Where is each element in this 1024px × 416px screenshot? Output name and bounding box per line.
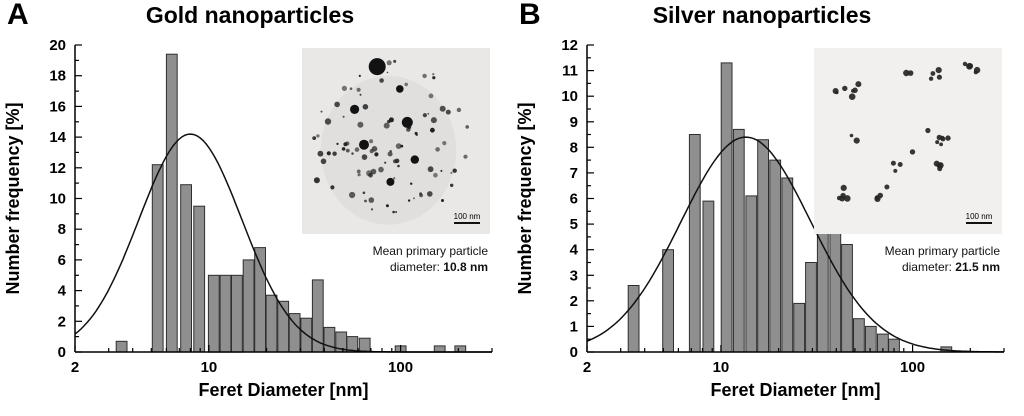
tick-marks: [74, 44, 493, 353]
svg-text:16: 16: [49, 98, 66, 115]
svg-text:4: 4: [570, 242, 579, 259]
panel-a-gold: A Gold nanoparticles 2 10 100 0 2 4 6 8 10 12 14 16…: [3, 0, 493, 400]
svg-text:2: 2: [570, 293, 578, 310]
scalebar-label: 100 nm: [966, 212, 993, 221]
svg-text:10: 10: [561, 88, 578, 105]
scalebar-label: 100 nm: [454, 212, 481, 221]
svg-text:2: 2: [71, 359, 79, 376]
svg-text:3: 3: [570, 267, 578, 284]
panel-b-title: Silver nanoparticles: [652, 2, 872, 28]
tick-marks: [586, 44, 1005, 353]
svg-text:10: 10: [713, 359, 730, 376]
inset-caption-prefix: diameter:: [901, 260, 956, 275]
inset-caption-prefix: diameter:: [389, 260, 444, 275]
svg-text:0: 0: [58, 344, 66, 361]
inset-caption-b: Mean primary particle diameter: 21.5 nm: [885, 243, 1000, 275]
mean-diameter-value: 10.8 nm: [443, 260, 488, 275]
y-tick-labels: 0 2 4 6 8 10 12 14 16 18 20: [49, 37, 66, 361]
y-axis-label: Number frequency [%]: [515, 102, 535, 294]
svg-text:10: 10: [49, 191, 66, 208]
svg-text:20: 20: [49, 37, 66, 54]
svg-text:4: 4: [58, 283, 67, 300]
plot-area: [74, 44, 493, 353]
y-axis-label: Number frequency [%]: [3, 102, 23, 294]
inset-caption-line2: diameter: 10.8 nm: [373, 259, 488, 275]
tem-inset-image: 100 nm: [814, 48, 1002, 234]
lognormal-fit-curve: [586, 136, 1004, 353]
inset-caption-line1: Mean primary particle: [372, 244, 488, 258]
svg-text:0: 0: [570, 344, 578, 361]
svg-text:7: 7: [570, 165, 578, 182]
svg-text:8: 8: [58, 221, 66, 238]
svg-text:14: 14: [49, 129, 66, 146]
x-axis-label: Feret Diameter [nm]: [198, 380, 368, 400]
panel-b-silver: B Silver nanoparticles 2 10 100 0 1 2 3 4 5 6 7 8 9 1…: [512, 0, 1024, 416]
svg-text:2: 2: [58, 313, 66, 330]
panel-a-title: Gold nanoparticles: [145, 2, 355, 28]
svg-text:6: 6: [570, 191, 578, 208]
panel-b-label: B: [519, 0, 541, 31]
inset-caption-line2: diameter: 21.5 nm: [885, 259, 1000, 275]
x-tick-labels: 2 10 100: [71, 359, 413, 376]
svg-text:2: 2: [583, 359, 591, 376]
svg-text:8: 8: [570, 139, 578, 156]
svg-text:100: 100: [900, 359, 925, 376]
x-axis-label: Feret Diameter [nm]: [710, 380, 880, 400]
svg-text:5: 5: [570, 216, 578, 233]
svg-text:11: 11: [562, 63, 578, 80]
svg-text:12: 12: [561, 37, 578, 54]
svg-text:9: 9: [570, 114, 578, 131]
mean-diameter-value: 21.5 nm: [955, 260, 1000, 275]
tem-inset-image: 100 nm: [302, 48, 490, 234]
svg-text:1: 1: [570, 318, 578, 335]
svg-text:6: 6: [58, 252, 66, 269]
x-tick-labels: 2 10 100: [583, 359, 925, 376]
plot-area: [586, 44, 1005, 353]
svg-text:18: 18: [49, 68, 66, 85]
svg-text:10: 10: [201, 359, 218, 376]
svg-text:12: 12: [49, 160, 66, 177]
inset-caption-a: Mean primary particle diameter: 10.8 nm: [373, 243, 488, 275]
panel-a-label: A: [7, 0, 29, 31]
svg-text:100: 100: [388, 359, 413, 376]
inset-caption-line1: Mean primary particle: [884, 244, 1000, 258]
